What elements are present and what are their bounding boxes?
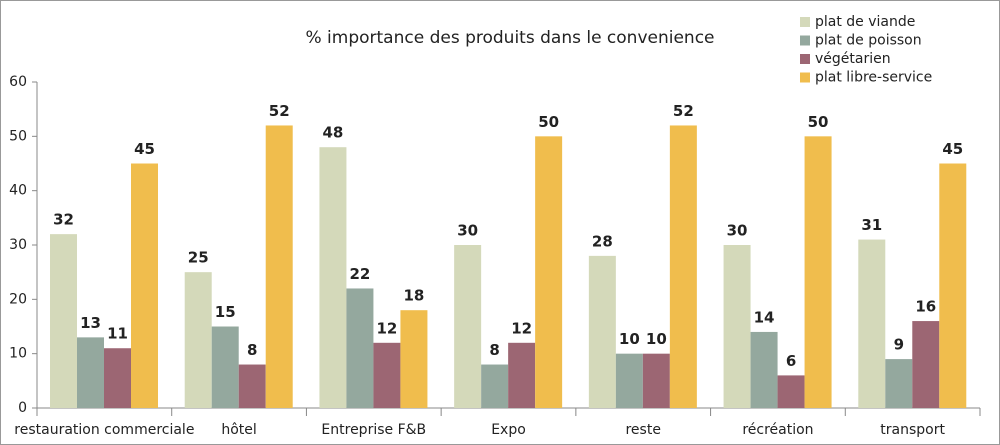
value-label: 15 — [215, 303, 236, 321]
value-label: 30 — [457, 222, 478, 240]
bar — [346, 288, 374, 408]
bar — [777, 375, 805, 408]
x-tick-label: restauration commerciale — [14, 422, 194, 438]
bar — [454, 245, 482, 408]
bar — [669, 125, 697, 408]
bar — [912, 321, 940, 408]
y-tick-label: 40 — [9, 183, 27, 199]
value-label: 8 — [247, 341, 257, 359]
y-tick-label: 10 — [9, 346, 27, 362]
y-tick-label: 30 — [9, 237, 27, 253]
value-label: 28 — [592, 232, 613, 250]
bar — [535, 136, 563, 409]
y-tick-label: 50 — [9, 128, 27, 144]
bar — [481, 364, 509, 408]
value-label: 6 — [786, 352, 796, 370]
value-label: 48 — [322, 124, 343, 142]
value-label: 10 — [646, 330, 667, 348]
bar — [642, 353, 670, 408]
bar — [885, 359, 913, 408]
x-tick-label: Entreprise F&B — [321, 422, 426, 438]
bar — [588, 255, 616, 408]
legend-label: plat libre-service — [815, 70, 932, 86]
value-label: 32 — [53, 211, 74, 229]
legend-swatch — [800, 35, 810, 46]
value-label: 14 — [754, 308, 775, 326]
bar — [184, 272, 212, 408]
bar — [615, 353, 643, 408]
bar — [400, 310, 428, 408]
legend-label: plat de poisson — [815, 33, 922, 49]
value-label: 8 — [489, 341, 499, 359]
legend-swatch — [800, 17, 810, 27]
bar — [858, 239, 886, 408]
x-tick-label: transport — [880, 422, 945, 438]
bar — [319, 147, 347, 408]
value-label: 45 — [134, 140, 155, 158]
bar — [211, 326, 239, 408]
x-tick-label: récréation — [742, 422, 813, 438]
value-label: 9 — [894, 336, 904, 354]
value-label: 25 — [188, 249, 209, 267]
bar — [373, 342, 401, 408]
bar — [131, 163, 158, 408]
bar — [804, 136, 832, 409]
bar — [104, 348, 131, 408]
legend-label: plat de viande — [815, 14, 915, 30]
value-label: 12 — [376, 319, 397, 337]
bar — [238, 364, 266, 408]
value-label: 52 — [673, 102, 694, 120]
value-label: 30 — [727, 222, 748, 240]
legend-swatch — [800, 72, 810, 83]
x-tick-label: Expo — [491, 422, 526, 438]
legend-label: végétarien — [815, 51, 891, 67]
y-tick-label: 60 — [9, 74, 27, 90]
value-label: 13 — [80, 314, 101, 332]
value-label: 50 — [808, 113, 829, 131]
bar — [508, 342, 536, 408]
value-label: 22 — [349, 265, 370, 283]
value-label: 11 — [107, 325, 128, 343]
bar — [265, 125, 293, 408]
value-label: 12 — [511, 319, 532, 337]
value-label: 45 — [942, 140, 963, 158]
value-label: 52 — [269, 102, 290, 120]
value-label: 16 — [915, 298, 936, 316]
value-label: 10 — [619, 330, 640, 348]
x-tick-label: hôtel — [221, 422, 256, 438]
y-tick-label: 20 — [9, 291, 27, 307]
bar — [723, 245, 751, 408]
value-label: 50 — [538, 113, 559, 131]
value-label: 31 — [861, 216, 882, 234]
bar — [939, 163, 967, 408]
bar — [50, 234, 77, 408]
bar — [77, 337, 104, 408]
bar — [750, 331, 778, 408]
x-tick-label: reste — [625, 422, 660, 438]
y-tick-label: 0 — [18, 400, 27, 416]
chart-title: % importance des produits dans le conven… — [305, 28, 714, 48]
legend-swatch — [800, 54, 810, 64]
value-label: 18 — [403, 287, 424, 305]
